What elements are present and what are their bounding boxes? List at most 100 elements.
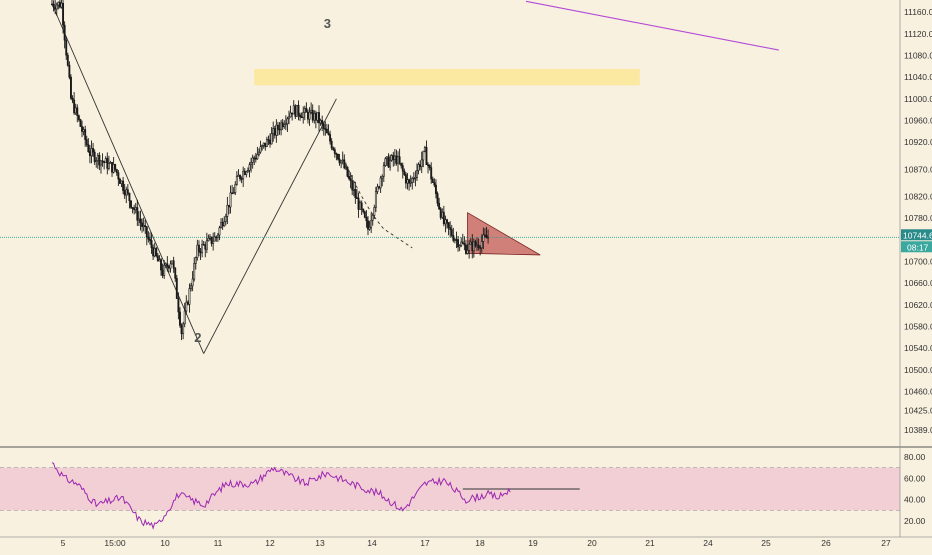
- candle-body: [330, 140, 333, 149]
- candle-body: [453, 239, 456, 241]
- candle-body: [62, 2, 65, 26]
- candle-body: [141, 222, 144, 227]
- candle-body: [313, 112, 316, 121]
- candle-body: [447, 222, 450, 228]
- candle-body: [150, 240, 153, 248]
- candle-body: [360, 202, 363, 210]
- candle-body: [221, 222, 224, 227]
- candle-body: [216, 234, 219, 238]
- candle-body: [246, 170, 249, 173]
- candle-body: [167, 266, 170, 269]
- candle-body: [316, 112, 319, 121]
- candle-body: [449, 227, 452, 230]
- candle-body: [397, 156, 399, 164]
- candle-body: [175, 278, 178, 299]
- candle-body: [250, 161, 253, 166]
- candle-body: [472, 241, 475, 252]
- candle-body: [190, 285, 192, 289]
- candle-body: [237, 174, 240, 177]
- candle-body: [303, 108, 306, 113]
- candle-body: [348, 175, 350, 179]
- candle-body: [452, 235, 455, 241]
- candle-body: [438, 202, 441, 210]
- candle-body: [307, 111, 309, 120]
- candle-body: [60, 2, 63, 8]
- candle-body: [234, 184, 237, 193]
- price-tick-label: 10580.0: [904, 321, 932, 331]
- candle-body: [465, 244, 467, 254]
- time-tick-label: 17: [420, 538, 430, 548]
- candle-body: [180, 325, 183, 335]
- candle-body: [152, 247, 155, 257]
- candle-body: [280, 122, 283, 131]
- candle-body: [213, 236, 216, 242]
- candle-body: [455, 239, 458, 241]
- countdown-badge: [901, 241, 932, 253]
- candle-body: [85, 139, 88, 145]
- candle-body: [254, 157, 257, 160]
- candle-body: [390, 155, 393, 161]
- candle-body: [139, 218, 142, 224]
- candle-body: [352, 189, 355, 191]
- candle-body: [115, 169, 118, 174]
- candle-body: [403, 170, 406, 175]
- candle-body: [299, 114, 302, 118]
- candle-body: [118, 178, 121, 184]
- candle-body: [82, 129, 85, 132]
- candle-body: [107, 163, 110, 169]
- candle-body: [314, 112, 317, 121]
- candle-body: [272, 128, 275, 135]
- candle-body: [267, 139, 270, 141]
- candle-body: [120, 180, 123, 184]
- time-tick-label: 21: [645, 538, 655, 548]
- candle-body: [441, 211, 444, 218]
- candle-body: [406, 179, 409, 184]
- candle-body: [463, 243, 466, 246]
- candle-body: [166, 263, 169, 267]
- candle-body: [84, 129, 87, 140]
- candle-body: [256, 154, 259, 160]
- candle-body: [284, 123, 287, 126]
- candle-body: [191, 278, 194, 287]
- candle-body: [430, 167, 433, 180]
- candle-body: [55, 4, 58, 10]
- candle-body: [265, 139, 268, 148]
- candle-body: [123, 190, 126, 196]
- candle-body: [460, 241, 463, 246]
- candle-body: [142, 225, 145, 227]
- current-price-badge: [901, 229, 932, 241]
- candle-body: [228, 204, 230, 208]
- candle-body: [229, 192, 232, 208]
- candle-body: [420, 159, 423, 168]
- candle-body: [359, 202, 362, 210]
- candle-body: [431, 178, 434, 183]
- candle-body: [278, 128, 281, 131]
- candle-body: [354, 189, 357, 198]
- candle-body: [199, 251, 202, 254]
- candle-body: [226, 204, 229, 217]
- time-tick-label: 15:00: [104, 538, 126, 548]
- candle-body: [332, 147, 335, 150]
- candle-body: [477, 244, 480, 248]
- candle-body: [368, 226, 371, 230]
- time-tick-label: 18: [475, 538, 485, 548]
- candle-body: [288, 116, 290, 120]
- candle-body: [194, 257, 197, 264]
- candle-body: [482, 234, 485, 242]
- candle-body: [468, 243, 471, 251]
- candle-body: [422, 150, 425, 161]
- candle-body: [479, 247, 482, 249]
- candle-body: [428, 164, 431, 168]
- candle-body: [379, 177, 382, 189]
- candle-body: [149, 238, 151, 241]
- countdown-label: 08:17: [907, 242, 929, 252]
- candle-body: [144, 225, 147, 227]
- rsi-series-line: [51, 462, 511, 530]
- candle-body: [218, 227, 221, 236]
- candle-body: [79, 119, 82, 127]
- candle-body: [240, 178, 243, 180]
- candle-body: [186, 301, 189, 305]
- rsi-tick-label: 20.00: [904, 516, 926, 526]
- price-tick-label: 10540.0: [904, 343, 932, 353]
- candle-body: [381, 176, 384, 179]
